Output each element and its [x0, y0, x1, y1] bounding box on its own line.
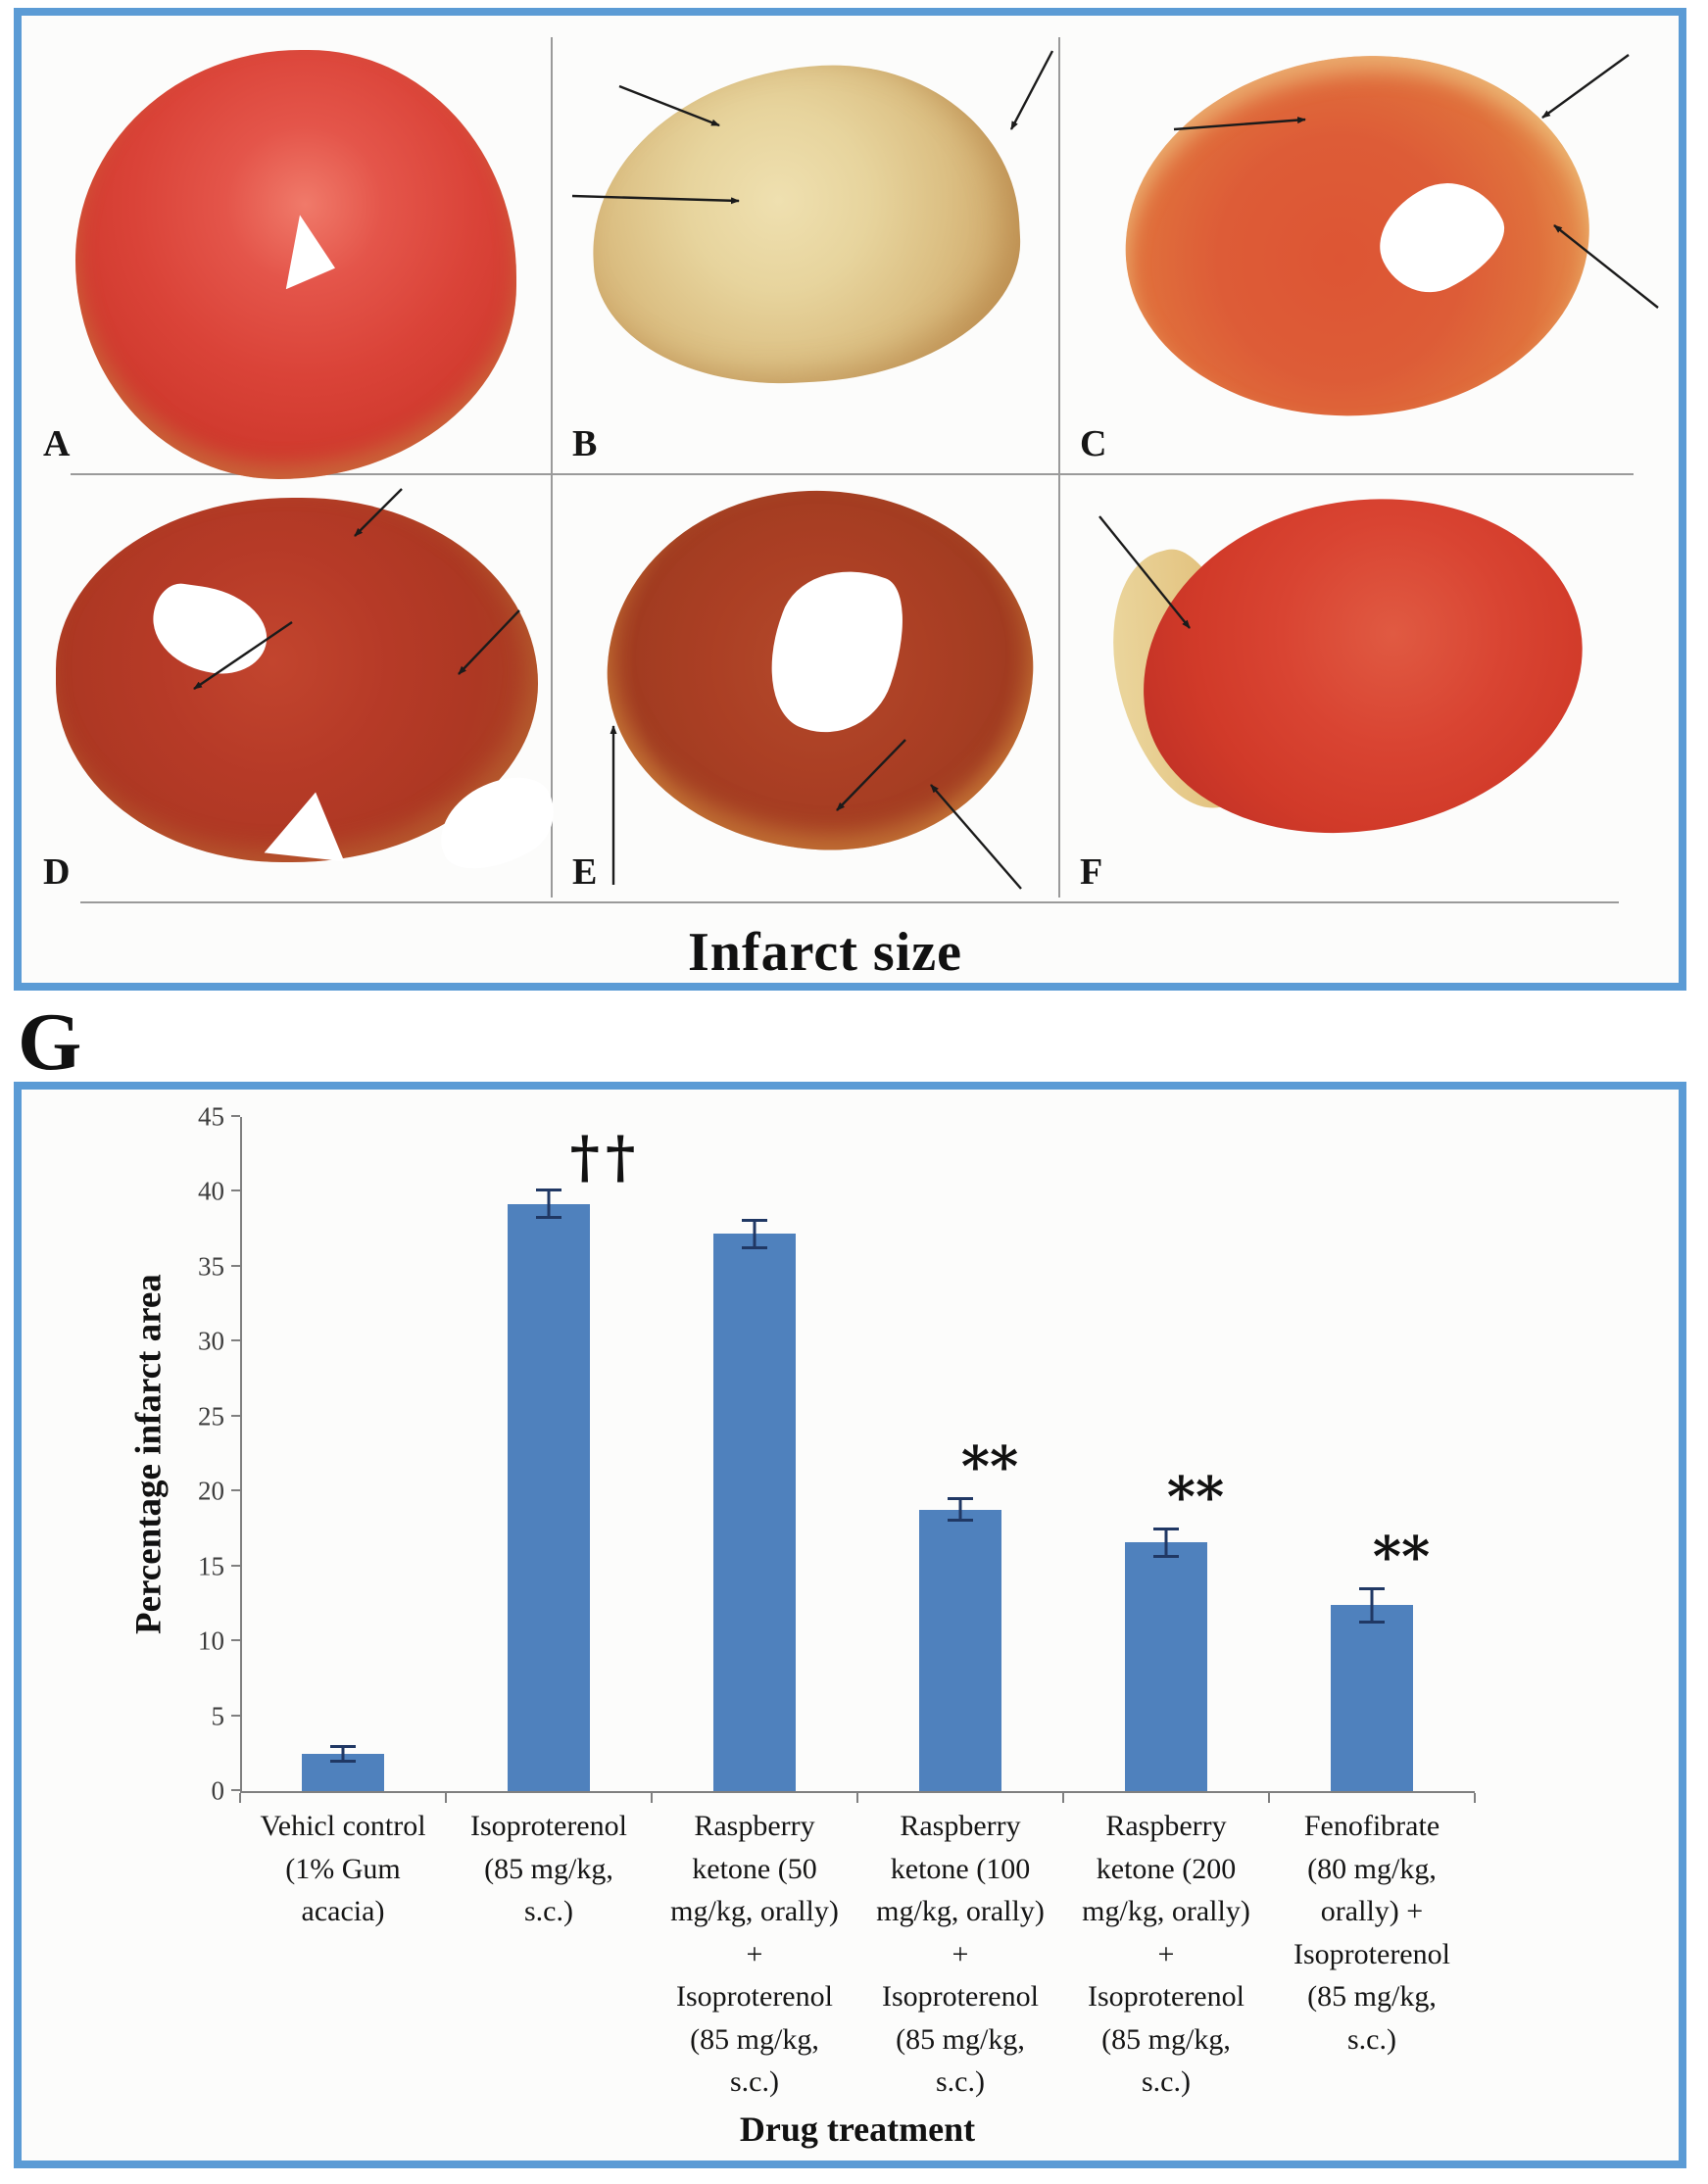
- bars-row: †† ** ** **: [240, 1117, 1475, 1791]
- x-category-label: Isoproterenol (85 mg/kg, s.c.): [470, 1810, 627, 1927]
- error-bar: [330, 1744, 356, 1763]
- section-label-g: G: [18, 996, 82, 1088]
- bar-chart-panel: Percentage infarct area †† ** ** ** 0 5 10 15 2…: [14, 1082, 1686, 2168]
- y-tick-label: 30: [198, 1326, 224, 1356]
- y-tick-label: 25: [198, 1401, 224, 1432]
- infarct-photos-panel: A B C: [14, 8, 1686, 991]
- bar-slot: [240, 1117, 446, 1791]
- significance-annotation: **: [1372, 1524, 1431, 1589]
- bar: [1331, 1605, 1413, 1791]
- y-tick-mark: [231, 1115, 240, 1117]
- y-tick-label: 10: [198, 1626, 224, 1656]
- y-tick-mark: [231, 1564, 240, 1567]
- x-category-label: Vehicl control (1% Gum acacia): [260, 1810, 426, 1927]
- panel-label-f: F: [1080, 851, 1103, 893]
- figure-caption: Infarct size: [688, 922, 962, 983]
- y-axis-line: [240, 1117, 242, 1791]
- photo-grid: A B C: [22, 16, 1679, 983]
- y-axis-title: Percentage infarct area: [128, 1274, 170, 1634]
- heart-section-photo-f: [1117, 467, 1607, 863]
- x-tick-mark: [239, 1793, 241, 1803]
- heart-panel-b: B: [551, 16, 1058, 473]
- y-tick-mark: [231, 1789, 240, 1791]
- ventricle-cavity: [1362, 164, 1520, 309]
- significance-annotation: ††: [569, 1124, 642, 1191]
- bar: [713, 1234, 796, 1791]
- y-tick-label: 40: [198, 1176, 224, 1206]
- heart-section-photo-e: [598, 479, 1043, 861]
- ventricle-cavity: [749, 550, 923, 751]
- heart-panel-c: C: [1058, 16, 1679, 473]
- ventricle-cavity: [424, 759, 569, 889]
- error-bar: [742, 1218, 767, 1249]
- bar-slot: **: [857, 1117, 1063, 1791]
- y-tick-label: 0: [211, 1775, 225, 1806]
- y-tick-mark: [231, 1339, 240, 1342]
- y-tick-label: 20: [198, 1476, 224, 1506]
- error-bar: [1359, 1587, 1385, 1624]
- bar-slot: **: [1269, 1117, 1475, 1791]
- panel-label-b: B: [572, 423, 598, 464]
- x-tick-mark: [650, 1793, 653, 1803]
- bar: [508, 1203, 590, 1791]
- x-category-label: Fenofibrate (80 mg/kg, orally) + Isoprot…: [1293, 1810, 1450, 2056]
- y-tick-mark: [231, 1489, 240, 1492]
- x-tick-mark: [856, 1793, 858, 1803]
- x-category-label: Raspberry ketone (200 mg/kg, orally) + I…: [1082, 1810, 1250, 2098]
- panel-label-a: A: [43, 423, 71, 464]
- y-tick-label: 15: [198, 1551, 224, 1581]
- x-tick-mark: [1061, 1793, 1064, 1803]
- x-tick-mark: [1268, 1793, 1270, 1803]
- y-tick-label: 45: [198, 1101, 224, 1132]
- grid-divider-horizontal-1: [71, 473, 1634, 475]
- grid-divider-vertical-2: [1058, 37, 1060, 898]
- heart-panel-e: E: [551, 473, 1058, 901]
- panel-label-c: C: [1080, 423, 1107, 464]
- heart-section-photo-a: [75, 50, 516, 479]
- x-category-label: Raspberry ketone (100 mg/kg, orally) + I…: [876, 1810, 1045, 2098]
- heart-panel-f: F: [1058, 467, 1679, 901]
- x-axis-line: [240, 1791, 1475, 1793]
- grid-divider-vertical-1: [551, 37, 553, 898]
- error-bar: [948, 1497, 973, 1522]
- heart-section-photo-d: [56, 498, 569, 889]
- ventricle-cavity: [146, 580, 273, 680]
- x-axis-title: Drug treatment: [739, 2110, 976, 2149]
- y-tick-label: 5: [211, 1701, 225, 1731]
- y-tick-mark: [231, 1414, 240, 1417]
- y-tick-mark: [231, 1639, 240, 1642]
- x-tick-mark: [444, 1793, 447, 1803]
- y-tick-mark: [231, 1714, 240, 1717]
- x-category-label: Raspberry ketone (50 mg/kg, orally) + Is…: [670, 1810, 839, 2098]
- heart-panel-d: D: [22, 473, 569, 901]
- panel-label-d: D: [43, 851, 71, 893]
- significance-annotation: **: [960, 1433, 1019, 1499]
- heart-panel-a: A: [22, 16, 551, 479]
- heart-section-photo-c: [1112, 40, 1602, 432]
- significance-annotation: **: [1166, 1464, 1225, 1529]
- grid-divider-horizontal-2: [80, 901, 1619, 903]
- bar: [919, 1509, 1001, 1791]
- bar-slot: **: [1063, 1117, 1269, 1791]
- y-tick-mark: [231, 1189, 240, 1192]
- bar-slot: ††: [446, 1117, 652, 1791]
- ventricle-cavity: [272, 212, 336, 290]
- bar-chart: Percentage infarct area †† ** ** ** 0 5 10 15 2…: [22, 1090, 1679, 2160]
- ventricle-cavity: [265, 785, 356, 866]
- bar-slot: [652, 1117, 857, 1791]
- x-tick-mark: [1474, 1793, 1476, 1803]
- error-bar: [536, 1189, 561, 1219]
- bar: [1125, 1542, 1207, 1791]
- x-tick-labels: Vehicl control (1% Gum acacia) Isoprotere…: [240, 1805, 1475, 2104]
- y-tick-label: 35: [198, 1251, 224, 1282]
- heart-section-photo-b: [583, 55, 1028, 394]
- panel-label-e: E: [572, 851, 598, 893]
- plot-area: †† ** ** ** 0 5 10 15 20 25 30 35 40 45: [198, 1102, 1476, 1806]
- y-tick-mark: [231, 1264, 240, 1267]
- error-bar: [1153, 1527, 1179, 1558]
